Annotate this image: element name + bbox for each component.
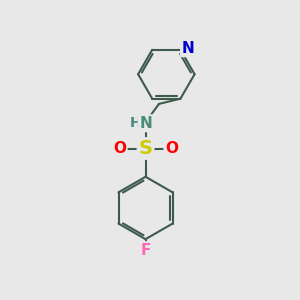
- Text: H: H: [130, 116, 142, 130]
- Text: O: O: [165, 141, 178, 156]
- Text: N: N: [139, 116, 152, 131]
- Text: S: S: [139, 139, 152, 158]
- Text: O: O: [113, 141, 126, 156]
- Text: F: F: [140, 243, 151, 258]
- Text: N: N: [182, 41, 194, 56]
